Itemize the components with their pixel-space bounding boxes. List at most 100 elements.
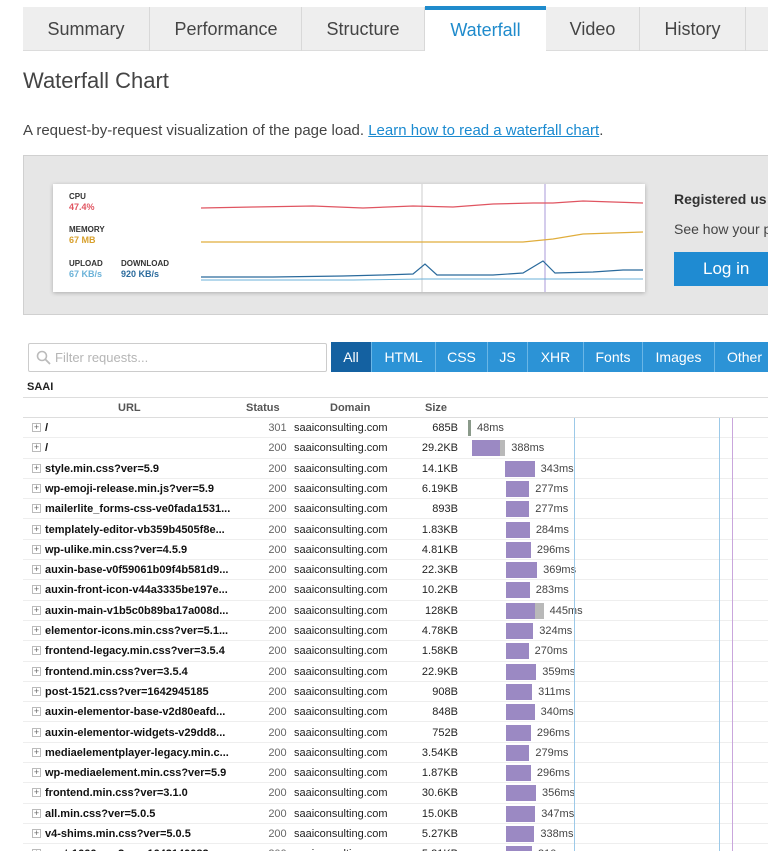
filter-css-button[interactable]: CSS [436,342,488,372]
expand-row-icon[interactable]: + [32,625,41,635]
tab-video[interactable]: Video [546,7,640,51]
table-row[interactable]: + v4-shims.min.css?ver=5.0.5 200 saaiconsul… [23,824,768,845]
filter-other-button[interactable]: Other [715,342,768,372]
table-row[interactable]: + frontend-legacy.min.css?ver=3.5.4 200 saa… [23,641,768,662]
request-domain: saaiconsulting.com [294,503,388,516]
filter-search [28,343,327,372]
request-url: frontend-legacy.min.css?ver=3.5.4 [45,645,225,658]
expand-row-icon[interactable]: + [32,442,41,453]
request-size: 5.27KB [421,828,458,840]
request-size: 752B [432,726,458,739]
expand-row-icon[interactable]: + [32,523,41,534]
header-status[interactable]: Status [246,402,280,414]
tab-history[interactable]: History [640,7,746,51]
filter-buttons: All HTML CSS JS XHR Fonts Images Other [331,342,768,372]
filter-all-button[interactable]: All [331,342,372,372]
expand-row-icon[interactable]: + [32,828,41,838]
request-status: 200 [268,726,287,739]
learn-waterfall-link[interactable]: Learn how to read a waterfall chart [368,122,600,139]
table-row[interactable]: + wp-mediaelement.min.css?ver=5.9 200 saaic… [23,763,768,784]
wait-segment [505,562,538,579]
request-size: 4.78KB [421,625,458,637]
request-status: 200 [268,767,287,780]
table-row[interactable]: + frontend.min.css?ver=3.1.0 200 saaiconsul… [23,783,768,804]
table-row[interactable]: + templately-editor-vb359b4505f8e... 200 sa… [23,520,768,540]
request-domain: saaiconsulting.com [294,665,388,678]
filter-fonts-button[interactable]: Fonts [584,342,643,372]
login-button[interactable]: Log in [674,252,768,286]
expand-row-icon[interactable]: + [32,787,41,798]
expand-row-icon[interactable]: + [32,767,41,778]
tab-bar: Summary Performance Structure Waterfall Vide… [23,6,768,51]
expand-row-icon[interactable]: + [32,665,41,676]
table-row[interactable]: + auxin-elementor-widgets-v29dd8... 200 saa… [23,723,768,743]
table-row[interactable]: + / 301 saaiconsulting.com 685B 48ms [23,418,768,439]
filter-html-button[interactable]: HTML [372,342,436,372]
search-icon [36,350,51,365]
expand-row-icon[interactable]: + [32,726,41,737]
timeline-svg [200,184,644,292]
table-row[interactable]: + wp-emoji-release.min.js?ver=5.9 200 saaic… [23,479,768,500]
expand-row-icon[interactable]: + [32,564,41,575]
promo-text: See how your p [674,221,768,237]
table-row[interactable]: + frontend.min.css?ver=3.5.4 200 saaiconsul… [23,662,768,682]
header-domain[interactable]: Domain [330,402,371,414]
table-row[interactable]: + post-1521.css?ver=1642945185 200 saaicons… [23,682,768,703]
table-row[interactable]: + wp-ulike.min.css?ver=4.5.9 200 saaiconsul… [23,540,768,561]
table-row[interactable]: + style.min.css?ver=5.9 200 saaiconsulting.… [23,459,768,479]
request-domain: saaiconsulting.com [294,685,388,698]
wait-segment [505,541,531,558]
table-row[interactable]: + auxin-elementor-base-v2d80eafd... 200 saa… [23,702,768,723]
table-row[interactable]: + mediaelementplayer-legacy.min.c... 200 sa… [23,743,768,764]
request-timing: 310ms [538,848,571,851]
request-timing: 369ms [543,564,577,577]
request-status: 200 [268,685,287,698]
tab-summary[interactable]: Summary [23,7,150,51]
expand-row-icon[interactable]: + [32,584,41,595]
tab-waterfall[interactable]: Waterfall [425,6,546,51]
table-row[interactable]: + mailerlite_forms-css-ve0fada1531... 200 s… [23,499,768,520]
tab-performance[interactable]: Performance [151,7,302,51]
request-size: 1.58KB [421,645,458,658]
expand-row-icon[interactable]: + [32,746,41,757]
request-status: 200 [268,828,287,840]
request-status: 200 [268,543,287,556]
memory-value: 67 MB [69,235,96,245]
request-status: 200 [255,848,300,851]
request-timing: 284ms [535,523,569,536]
request-timing: 324ms [539,625,573,637]
expand-row-icon[interactable]: + [32,706,41,717]
header-url[interactable]: URL [118,402,141,414]
request-timing: 270ms [534,645,568,658]
request-timing: 296ms [536,726,570,739]
header-size[interactable]: Size [425,402,448,414]
table-row[interactable]: + / 200 saaiconsulting.com 29.2KB 388ms [23,438,768,459]
expand-row-icon[interactable]: + [32,645,41,656]
request-url: frontend.min.css?ver=3.5.4 [45,665,188,678]
table-row[interactable]: +post-1666.css?ver=1642140082200saaicons… [23,844,768,851]
filter-js-button[interactable]: JS [488,342,528,372]
expand-row-icon[interactable]: + [32,482,41,493]
table-row[interactable]: + auxin-base-v0f59061b09f4b581d9... 200 saa… [23,560,768,581]
table-row[interactable]: + auxin-main-v1b5c0b89ba17a008d... 200 saai… [23,601,768,621]
expand-row-icon[interactable]: + [32,543,41,554]
request-size: 14.1KB [421,462,458,475]
request-size: 4.81KB [421,543,458,556]
request-status: 200 [268,482,287,495]
expand-row-icon[interactable]: + [32,503,41,514]
request-size: 908B [432,685,458,698]
filter-requests-input[interactable] [55,344,315,371]
table-row[interactable]: + auxin-front-icon-v44a3335be197e... 200 sa… [23,580,768,601]
table-row[interactable]: + elementor-icons.min.css?ver=5.1... 200 sa… [23,621,768,642]
expand-row-icon[interactable]: + [32,604,41,615]
expand-row-icon[interactable]: + [32,807,41,818]
filter-xhr-button[interactable]: XHR [528,342,584,372]
request-url: style.min.css?ver=5.9 [45,462,160,475]
filter-images-button[interactable]: Images [643,342,715,372]
table-row[interactable]: + all.min.css?ver=5.0.5 200 saaiconsulting.… [23,804,768,824]
tab-structure[interactable]: Structure [302,7,425,51]
expand-row-icon[interactable]: + [32,422,41,432]
expand-row-icon[interactable]: + [32,849,41,851]
expand-row-icon[interactable]: + [32,462,41,473]
expand-row-icon[interactable]: + [32,685,41,696]
